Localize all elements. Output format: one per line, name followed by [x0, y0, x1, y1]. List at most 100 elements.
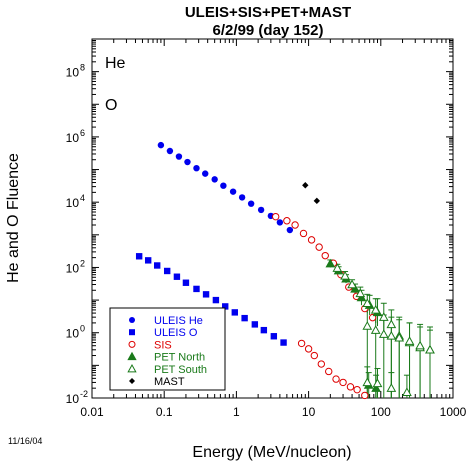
data-point: [371, 383, 381, 392]
data-point: [220, 182, 227, 189]
data-point: [129, 378, 135, 384]
data-point: [257, 206, 265, 214]
data-point: [212, 296, 220, 304]
legend-label: ULEIS O: [154, 327, 198, 339]
data-point: [202, 170, 209, 177]
data-point: [270, 333, 278, 340]
data-point: [394, 332, 405, 342]
data-point: [362, 298, 373, 307]
chart-title: ULEIS+SIS+PET+MAST: [185, 4, 351, 21]
y-tick-exponent: -2: [80, 389, 88, 399]
legend-label: PET South: [154, 364, 207, 376]
data-point: [260, 326, 268, 334]
data-point: [415, 340, 425, 350]
data-point: [325, 258, 336, 268]
y-tick-label: 10: [66, 196, 80, 210]
data-point: [404, 336, 415, 345]
series-pet-south: [332, 263, 435, 396]
series-uleis-he: [157, 141, 294, 234]
data-point: [193, 164, 200, 172]
data-point: [386, 330, 397, 340]
y-tick-exponent: 4: [80, 193, 85, 203]
data-point: [251, 321, 259, 328]
data-point: [346, 383, 355, 391]
legend-label: SIS: [154, 339, 172, 351]
data-point: [135, 253, 143, 260]
data-point: [321, 251, 329, 260]
data-point: [129, 329, 135, 336]
panel-label-he: He: [105, 55, 126, 72]
data-point: [378, 329, 389, 338]
data-point: [127, 363, 137, 373]
x-axis-ticks: [91, 39, 451, 398]
x-axis-label: Energy (MeV/nucleon): [192, 444, 351, 461]
data-point: [241, 314, 248, 322]
data-point: [339, 378, 347, 387]
data-point: [386, 319, 397, 329]
chart-subtitle: 6/2/99 (day 152): [213, 22, 324, 39]
data-point: [128, 340, 136, 348]
data-point: [353, 385, 361, 394]
data-point: [307, 236, 316, 244]
date-stamp: 11/16/04: [8, 436, 42, 446]
data-point: [370, 304, 381, 314]
data-point: [163, 267, 171, 275]
data-point: [332, 263, 343, 272]
data-point: [310, 351, 319, 360]
data-point: [202, 291, 210, 298]
data-point: [325, 367, 333, 376]
data-point: [157, 141, 165, 149]
y-tick-exponent: 8: [80, 63, 85, 73]
y-tick-label: 10: [66, 131, 80, 145]
legend-box: [109, 307, 226, 391]
series-sis: [271, 212, 377, 400]
data-point: [247, 200, 255, 207]
data-point: [425, 344, 435, 354]
data-point: [222, 303, 229, 310]
data-point: [238, 194, 246, 201]
y-tick-label: 10: [66, 392, 80, 406]
data-point: [229, 188, 237, 195]
data-point: [355, 288, 366, 298]
data-point: [350, 283, 360, 293]
y-tick-exponent: 6: [80, 128, 85, 138]
panel-label-o: O: [105, 97, 117, 114]
plot-frame: [91, 38, 454, 399]
data-point: [166, 147, 174, 155]
x-tick-label: 1: [233, 405, 240, 419]
data-point: [302, 182, 309, 189]
data-point: [304, 345, 313, 353]
data-point: [372, 378, 383, 388]
x-tick-label: 100: [371, 405, 391, 419]
legend-label: PET North: [154, 352, 205, 364]
data-point: [313, 197, 321, 205]
data-point: [332, 375, 340, 383]
data-point: [193, 285, 200, 293]
data-point: [276, 219, 284, 226]
x-tick-label: 10: [302, 405, 316, 419]
x-tick-label: 0.1: [156, 405, 173, 419]
data-point: [184, 158, 191, 166]
x-axis-tick-labels: 0.01 0.1 1 10 100 1000: [80, 405, 466, 419]
data-point: [291, 221, 299, 229]
data-point: [362, 377, 373, 387]
y-axis-label: He and O Fluence: [5, 153, 22, 283]
data-point: [231, 309, 238, 316]
data-points: [135, 141, 435, 400]
data-point: [182, 279, 190, 286]
data-point: [129, 317, 135, 323]
data-point: [154, 262, 161, 269]
data-point: [283, 217, 291, 225]
data-point: [144, 257, 152, 264]
y-axis-ticks: [92, 39, 453, 399]
data-point: [299, 229, 308, 238]
data-point: [175, 153, 183, 160]
data-point: [340, 270, 350, 280]
series-mast: [302, 182, 321, 205]
y-tick-exponent: 0: [80, 324, 85, 334]
data-point: [361, 391, 369, 400]
series-uleis-o: [135, 253, 287, 346]
